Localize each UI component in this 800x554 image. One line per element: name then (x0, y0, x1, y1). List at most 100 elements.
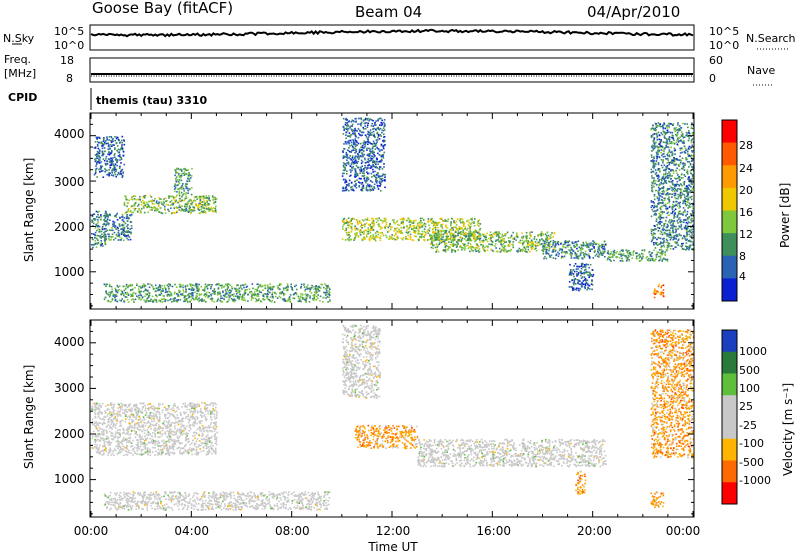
power-echo (589, 244, 591, 246)
power-echo (115, 293, 118, 296)
power-echo (438, 221, 441, 224)
power-echo (653, 177, 655, 179)
power-echo (185, 183, 187, 185)
power-echo (531, 242, 533, 244)
power-echo (353, 184, 355, 187)
power-echo (367, 122, 369, 125)
power-echo (660, 210, 663, 213)
power-echo (607, 258, 609, 260)
power-echo (632, 254, 634, 256)
power-echo (367, 228, 370, 231)
power-echo (462, 234, 465, 236)
power-echo (441, 227, 444, 230)
power-echo (396, 230, 399, 233)
power-echo (610, 250, 613, 253)
power-echo (105, 157, 107, 160)
power-echo (201, 300, 203, 302)
power-echo (388, 224, 391, 226)
power-echo (667, 155, 669, 157)
power-echo (689, 226, 692, 228)
power-echo (560, 251, 563, 254)
power-echo (193, 206, 196, 209)
power-echo (546, 248, 548, 251)
power-echo (650, 255, 653, 258)
power-echo (571, 279, 574, 281)
power-echo (592, 240, 594, 242)
power-echo (210, 206, 213, 209)
power-echo (692, 137, 694, 140)
power-echo (408, 230, 411, 233)
power-echo (384, 227, 387, 230)
power-echo (354, 176, 356, 178)
power-echo (349, 150, 351, 153)
power-echo (113, 221, 116, 223)
power-echo (131, 295, 133, 297)
power-echo (472, 246, 475, 249)
power-echo (279, 288, 281, 291)
power-echo (396, 235, 399, 238)
power-echo (374, 170, 376, 173)
power-echo (489, 231, 492, 233)
power-echo (466, 229, 468, 231)
power-echo (680, 196, 682, 198)
power-echo (342, 186, 344, 189)
power-echo (174, 199, 176, 202)
power-echo (459, 246, 462, 248)
power-echo (381, 232, 384, 235)
power-echo (408, 226, 411, 229)
power-echo (375, 236, 377, 238)
power-echo (528, 243, 530, 246)
power-echo (155, 290, 157, 292)
power-echo (364, 180, 367, 182)
power-echo (384, 220, 386, 222)
power-echo (364, 225, 366, 228)
power-echo (687, 177, 690, 179)
power-echo (173, 197, 176, 199)
power-echo (592, 245, 594, 247)
power-echo (691, 151, 694, 153)
power-echo (286, 300, 288, 302)
power-echo (178, 283, 181, 286)
power-echo (121, 215, 124, 218)
power-echo (678, 225, 680, 228)
power-echo (469, 231, 471, 233)
power-echo (142, 285, 144, 287)
power-echo (349, 136, 352, 138)
power-echo (267, 290, 269, 292)
power-echo (609, 256, 611, 259)
power-echo (458, 227, 461, 229)
power-echo (97, 219, 99, 221)
power-echo (369, 129, 372, 131)
power-echo (409, 221, 412, 223)
power-echo (163, 202, 165, 204)
power-echo (304, 293, 307, 295)
power-echo (355, 233, 357, 236)
power-echo (352, 132, 354, 135)
power-echo (236, 284, 239, 286)
power-echo (107, 144, 110, 146)
power-echo (432, 247, 434, 249)
power-echo (110, 152, 112, 155)
power-echo (584, 250, 587, 253)
power-echo (463, 228, 466, 230)
power-echo (673, 205, 675, 208)
power-echo (349, 155, 351, 157)
power-echo (358, 157, 360, 160)
power-echo (610, 260, 612, 262)
power-echo (226, 283, 228, 286)
power-echo (438, 239, 440, 241)
power-echo (681, 157, 684, 160)
power-echo (539, 240, 541, 242)
power-echo (130, 221, 133, 223)
power-echo (209, 209, 211, 211)
power-echo (103, 139, 105, 141)
power-echo (370, 235, 372, 237)
power-echo (287, 299, 290, 302)
power-echo (205, 301, 207, 303)
power-echo (667, 244, 670, 246)
power-echo (203, 207, 205, 210)
power-echo (354, 170, 357, 172)
power-echo (460, 231, 462, 233)
power-echo (460, 239, 463, 241)
power-echo (643, 249, 646, 251)
